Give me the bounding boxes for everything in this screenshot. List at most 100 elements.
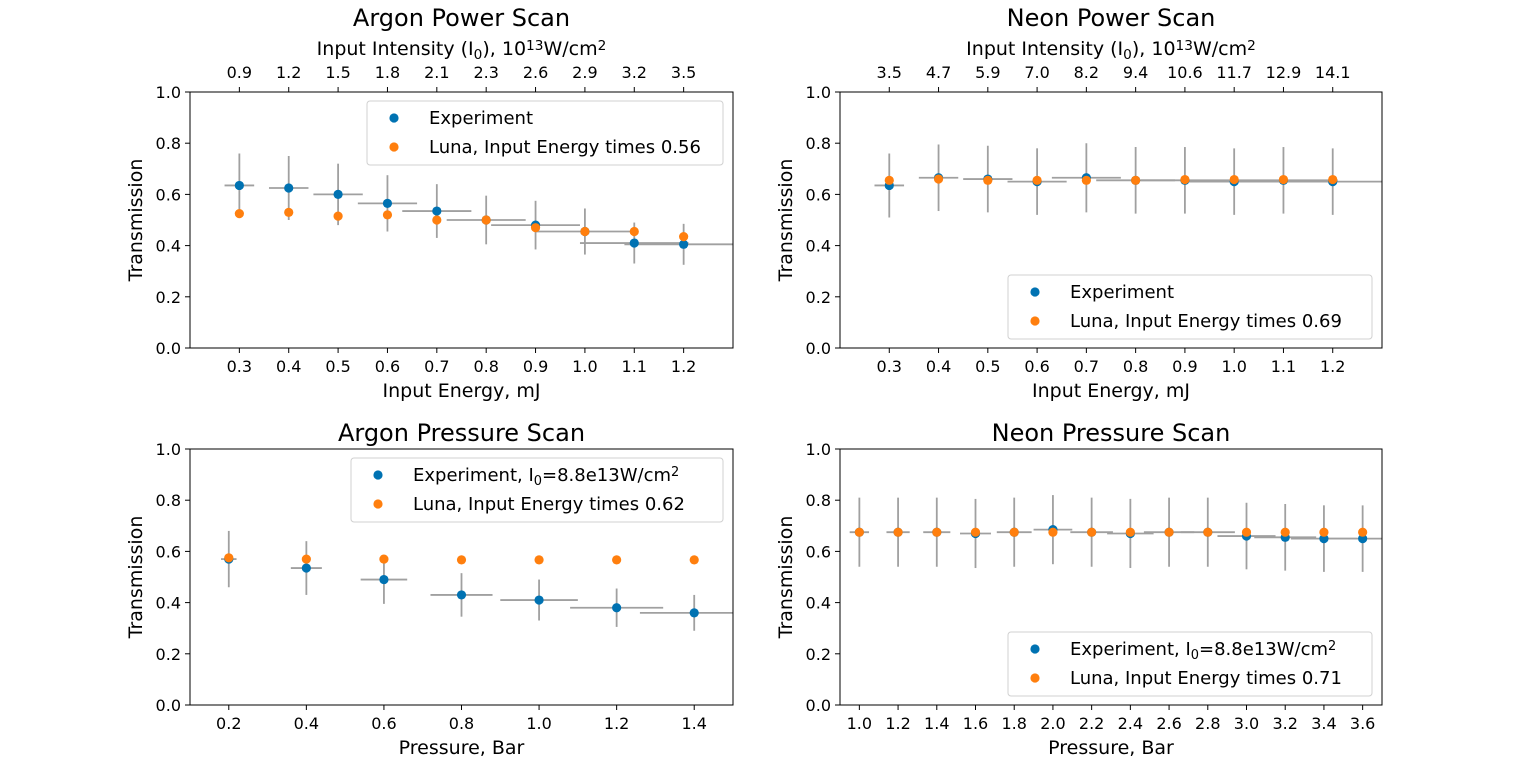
x-tick-label: 0.5 (975, 357, 1000, 376)
chart-title: Neon Pressure Scan (992, 419, 1231, 447)
x-tick-label: 2.8 (1195, 714, 1220, 733)
legend-label: Luna, Input Energy times 0.69 (1070, 311, 1342, 332)
x-tick-label: 1.0 (1221, 357, 1246, 376)
luna-point (284, 207, 294, 217)
x-tick-label: 0.8 (449, 714, 474, 733)
legend-marker (1030, 644, 1040, 654)
x-tick-label: 1.1 (622, 357, 647, 376)
y-tick-label: 0.0 (156, 696, 181, 715)
x-tick-label: 1.2 (604, 714, 629, 733)
x-tick-label: 2.6 (1156, 714, 1181, 733)
plot-area (874, 143, 1382, 218)
legend-frame (366, 100, 724, 166)
luna-point (1180, 174, 1190, 185)
luna-point (1048, 527, 1058, 537)
x-tick-label: 0.3 (227, 357, 252, 376)
luna-point (333, 211, 343, 221)
experiment-point (689, 608, 699, 618)
luna-point (580, 226, 590, 237)
top-tick-label: 0.9 (227, 63, 252, 82)
luna-point (970, 527, 981, 537)
x-tick-label: 0.5 (325, 357, 350, 376)
legend-label: Luna, Input Energy times 0.56 (429, 137, 701, 158)
top-tick-label: 3.5 (877, 63, 902, 82)
y-tick-label: 0.2 (806, 288, 831, 307)
x-tick-label: 0.6 (375, 357, 400, 376)
x-tick-label: 0.4 (926, 357, 951, 376)
x-tick-label: 0.4 (276, 357, 301, 376)
x-tick-label: 3.4 (1311, 714, 1336, 733)
y-tick-label: 0.0 (806, 339, 831, 358)
luna-point (893, 527, 903, 537)
top-tick-label: 14.1 (1315, 63, 1351, 82)
luna-point (679, 232, 689, 242)
legend-label: Luna, Input Energy times 0.71 (1070, 668, 1342, 689)
luna-point (1203, 527, 1213, 537)
luna-point (1164, 527, 1174, 537)
experiment-point (679, 239, 689, 249)
y-tick-label: 1.0 (806, 83, 831, 102)
x-tick-label: 1.2 (885, 714, 910, 733)
top-tick-label: 2.9 (572, 63, 597, 82)
top-tick-label: 1.2 (276, 63, 301, 82)
y-tick-label: 1.0 (156, 440, 181, 459)
legend-marker (373, 470, 383, 480)
plot-frame (839, 91, 1383, 349)
x-axis-label: Input Energy, mJ (1032, 380, 1190, 402)
x-tick-label: 1.4 (681, 714, 706, 733)
y-axis-label: Transmission (775, 516, 797, 640)
x-tick-label: 0.7 (424, 357, 449, 376)
experiment-point (379, 574, 389, 585)
legend: Experiment Luna, Input Energy times 0.56 (366, 100, 724, 166)
y-tick-label: 0.4 (156, 594, 181, 613)
legend-frame (1007, 274, 1373, 340)
x-tick-label: 0.9 (1172, 357, 1197, 376)
luna-point (1328, 174, 1338, 185)
luna-point (224, 553, 234, 563)
y-tick-label: 0.8 (806, 134, 831, 153)
x-tick-label: 1.1 (1271, 357, 1296, 376)
experiment-point (456, 590, 467, 600)
x-axis-label: Pressure, Bar (1048, 737, 1174, 759)
luna-point (301, 554, 311, 564)
luna-point (1319, 527, 1329, 537)
x-tick-label: 3.0 (1234, 714, 1259, 733)
y-tick-label: 0.8 (806, 491, 831, 510)
experiment-point (234, 180, 244, 191)
y-tick-label: 0.4 (806, 594, 831, 613)
legend-label: Experiment (429, 108, 533, 129)
y-tick-label: 0.2 (156, 645, 181, 664)
luna-point (432, 215, 442, 225)
plot-area (224, 153, 733, 265)
luna-point (1241, 527, 1252, 537)
top-tick-label: 8.2 (1074, 63, 1099, 82)
y-tick-label: 0.2 (806, 645, 831, 664)
x-axis-label: Input Energy, mJ (383, 380, 541, 402)
x-tick-label: 2.0 (1040, 714, 1065, 733)
experiment-point (629, 238, 639, 248)
luna-point (1358, 527, 1368, 537)
top-tick-label: 12.9 (1266, 63, 1302, 82)
y-axis-label: Transmission (775, 159, 797, 283)
luna-point (933, 174, 944, 184)
legend-frame (350, 457, 724, 523)
y-axis-label: Transmission (125, 516, 147, 640)
x-tick-label: 1.8 (1001, 714, 1026, 733)
y-tick-label: 0.8 (156, 491, 181, 510)
luna-point (1009, 527, 1019, 537)
y-tick-label: 0.6 (156, 542, 181, 561)
experiment-point (333, 189, 343, 199)
y-tick-label: 0.8 (156, 134, 181, 153)
top-tick-label: 10.6 (1167, 63, 1203, 82)
legend-marker (389, 113, 399, 123)
chart-title: Argon Power Scan (353, 4, 570, 32)
experiment-point (382, 198, 393, 208)
legend: Experiment, I0=8.8e13W/cm2 Luna, Input En… (1007, 631, 1373, 697)
luna-point (234, 209, 244, 219)
luna-point (481, 215, 491, 225)
x-tick-label: 1.0 (572, 357, 597, 376)
luna-point (689, 555, 699, 565)
plot-frame (189, 91, 734, 349)
legend-marker (1030, 287, 1040, 297)
